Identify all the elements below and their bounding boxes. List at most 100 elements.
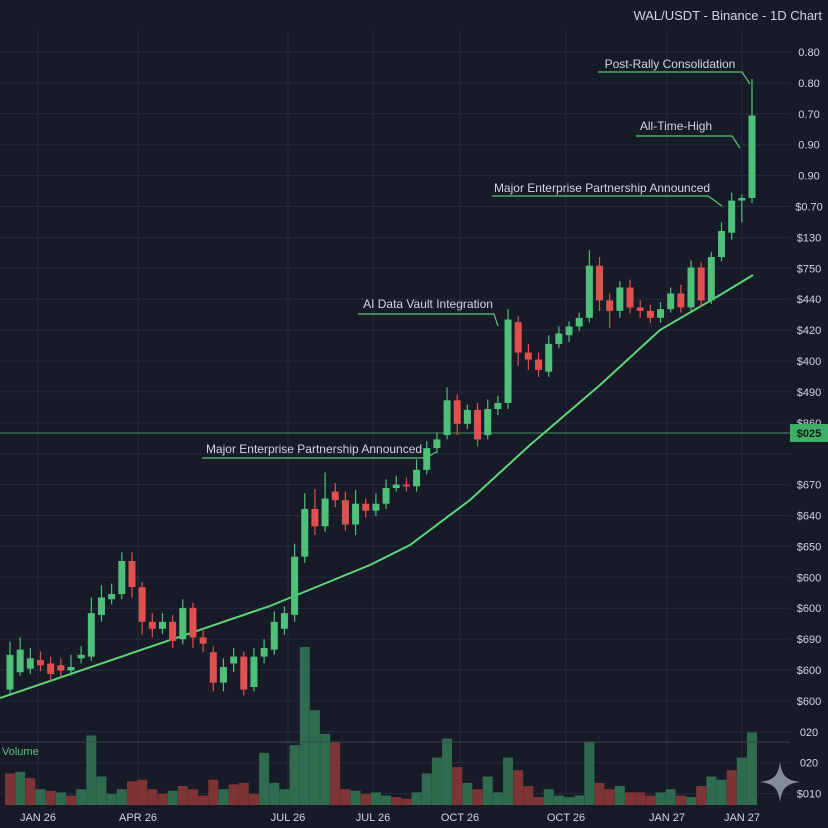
- volume-bar: [76, 789, 87, 805]
- candle-body: [677, 293, 685, 308]
- candle-body: [474, 409, 482, 440]
- annotation-line: [358, 313, 499, 327]
- candle-body: [148, 621, 156, 629]
- candle-body: [169, 621, 177, 641]
- price-axis-label: 0.80: [798, 47, 819, 59]
- support-trendline: [0, 274, 754, 699]
- annotation-line: [636, 135, 741, 149]
- candle-body: [596, 265, 604, 301]
- price-axis-label: 0.90: [798, 171, 819, 183]
- candle-body: [158, 621, 166, 629]
- candle-body: [433, 439, 441, 449]
- candle-body: [697, 267, 705, 301]
- volume-bar: [594, 782, 605, 805]
- candle-body: [382, 488, 390, 504]
- price-axis-label: $440: [797, 294, 821, 306]
- candle-body: [362, 503, 370, 511]
- volume-bar: [309, 710, 320, 805]
- price-axis-label: $600: [797, 572, 821, 584]
- candle-body: [555, 333, 563, 344]
- volume-bar: [208, 779, 219, 805]
- volume-bar: [259, 752, 270, 805]
- volume-bar: [564, 797, 575, 805]
- candle-body: [585, 265, 593, 318]
- candle-body: [280, 613, 288, 629]
- candle-body: [36, 660, 44, 666]
- candle-body: [97, 597, 105, 615]
- volume-label: Volume: [2, 746, 39, 758]
- volume-bar: [523, 786, 534, 805]
- chart-annotations: Post-Rally Consolidation All-Time-High Maj…: [202, 57, 751, 459]
- volume-bar: [736, 757, 747, 805]
- price-axis-label: $650: [797, 541, 821, 553]
- candle-body: [494, 402, 502, 410]
- price-axis-label: $600: [797, 603, 821, 615]
- volume-bar: [482, 776, 493, 805]
- annotation-line: [492, 195, 723, 207]
- candle-body: [728, 200, 736, 233]
- volume-bar: [401, 798, 412, 805]
- candle-body: [646, 310, 654, 318]
- candle-body: [413, 469, 421, 487]
- volume-bar: [645, 795, 656, 805]
- time-axis-label: JAN 27: [649, 812, 685, 824]
- volume-bar: [116, 789, 127, 805]
- price-axis-label: $600: [797, 665, 821, 677]
- price-axis-label: $600: [797, 696, 821, 708]
- candle-body: [16, 649, 24, 673]
- candle-body: [118, 561, 126, 595]
- volume-bar: [675, 795, 686, 805]
- volume-bar: [665, 789, 676, 805]
- price-axis-label: $0.70: [795, 202, 823, 214]
- volume-bar: [106, 793, 117, 805]
- price-axis-label: $010: [797, 789, 821, 801]
- volume-bar: [462, 782, 473, 805]
- volume-bar: [126, 781, 137, 805]
- candle-body: [514, 322, 522, 353]
- volume-bar: [391, 797, 402, 805]
- time-axis-label: JAN 27: [724, 812, 760, 824]
- annotation-label: Major Enterprise Partnership Announced: [206, 442, 422, 456]
- time-axis: JAN 26 APR 26 JUL 26 JUL 26 OCT 26 OCT 26 JAN …: [20, 812, 760, 824]
- annotation-line: [598, 71, 751, 85]
- volume-bar: [167, 790, 178, 805]
- candle-body: [219, 666, 227, 683]
- volume-bar: [55, 792, 66, 805]
- annotation-label: All-Time-High: [640, 119, 712, 133]
- candle-body: [291, 556, 299, 615]
- volume-bar: [584, 741, 595, 805]
- volume-bar: [187, 789, 198, 805]
- candle-body: [402, 484, 410, 487]
- candle-body: [209, 652, 217, 683]
- candle-body: [6, 654, 14, 690]
- candle-body: [575, 317, 583, 327]
- volume-bar: [137, 779, 148, 805]
- volume-bar: [553, 795, 564, 805]
- volume-bar: [574, 795, 585, 805]
- volume-bar: [513, 770, 524, 805]
- candle-body: [423, 448, 431, 470]
- candle-body: [392, 484, 400, 489]
- volume-bar: [238, 782, 249, 805]
- volume-bar: [635, 792, 646, 805]
- candle-body: [524, 352, 532, 360]
- time-axis-label: JUL 26: [356, 812, 390, 824]
- candle-body: [26, 658, 34, 669]
- volume-bar: [472, 789, 483, 805]
- volume-bars: [5, 647, 757, 805]
- volume-bar: [198, 795, 209, 805]
- volume-bar: [381, 795, 392, 805]
- volume-bar: [452, 767, 463, 805]
- price-axis-label: 0.70: [798, 109, 819, 121]
- sparkle-icon: [760, 762, 800, 802]
- volume-bar: [726, 770, 737, 805]
- price-candles: [6, 78, 756, 696]
- price-axis: 0.80 0.80 0.70 0.90 0.90 $0.70 $130 $750 $440 $42…: [795, 47, 823, 801]
- price-axis-label: 020: [800, 727, 818, 739]
- annotation-label: Post-Rally Consolidation: [605, 57, 736, 71]
- volume-bar: [177, 786, 188, 805]
- time-axis-label: OCT 26: [547, 812, 585, 824]
- volume-bar: [503, 757, 514, 805]
- candle-body: [57, 665, 65, 671]
